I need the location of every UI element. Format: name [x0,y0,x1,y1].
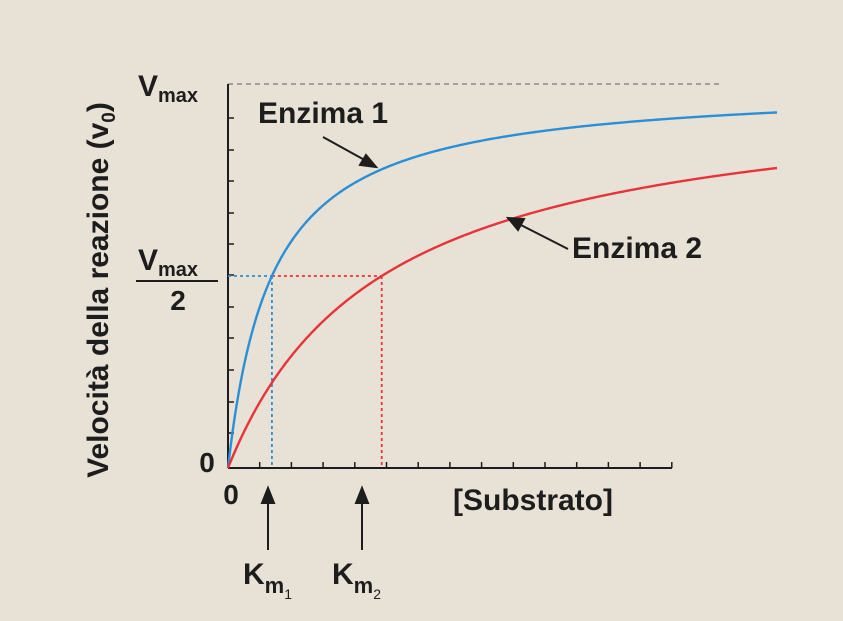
km1-subsub: 1 [284,586,292,602]
km2-arrow [354,485,370,550]
vmax-label-sub: max [158,85,198,107]
enzima-1-arrow [322,136,379,169]
vhalf-label-sub: max [158,259,198,281]
vhalf-label-main: V [138,244,158,277]
vhalf-denominator: 2 [170,285,186,316]
x-axis-ticks [258,462,673,468]
series-label-enzima-1: Enzima 1 [258,97,388,130]
x-axis-title: [Substrato] [453,484,613,517]
km1-arrow [260,485,276,550]
km2-main: K [332,558,354,591]
y-axis-ticks [228,117,234,434]
series-label-enzima-2: Enzima 2 [572,232,702,265]
km2-label: Km2 [332,558,381,602]
km1-sub: m [265,573,285,598]
km2-sub: m [354,573,374,598]
series-line-enzima-1 [226,111,778,469]
km1-label: Km1 [243,558,292,602]
y-axis-title-sub: 0 [99,112,120,123]
vmax-label: Vmax [138,70,198,107]
y-axis-title-close: ) [82,102,115,112]
x-origin-label: 0 [223,479,239,510]
y-axis-title-text: Velocità della reazione (v [82,122,115,477]
y-axis-title: Velocità della reazione (v0) [82,102,120,478]
km1-main: K [243,558,265,591]
vmax-label-main: V [138,70,158,103]
vhalf-numerator: Vmax [138,244,198,281]
y-origin-label: 0 [199,447,215,478]
series-line-enzima-2 [226,166,778,469]
km2-subsub: 2 [373,586,381,602]
enzima-2-arrow [505,216,569,250]
